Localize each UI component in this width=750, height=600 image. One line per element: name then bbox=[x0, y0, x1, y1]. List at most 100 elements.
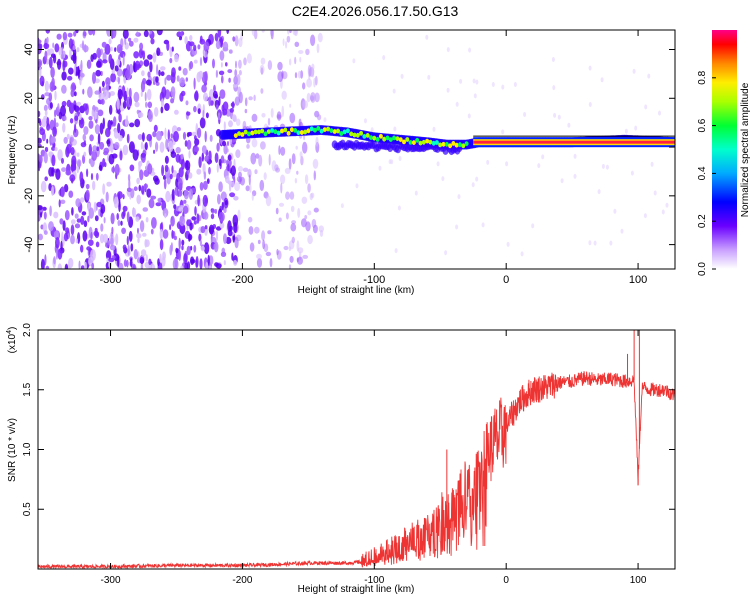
spectrogram-noise-blob bbox=[281, 105, 285, 118]
spectrogram-noise-blob bbox=[134, 101, 140, 108]
spectrogram-noise-blob bbox=[178, 207, 184, 212]
spectrogram-noise-blob bbox=[294, 41, 300, 47]
spectrogram-noise-blob bbox=[158, 69, 161, 77]
spectrogram-noise-blob bbox=[179, 215, 186, 227]
spectrogram-noise-blob bbox=[307, 183, 311, 193]
spectrogram-signal-core bbox=[345, 128, 350, 134]
spectrogram-noise-blob bbox=[180, 153, 184, 160]
spectrogram-noise-blob bbox=[142, 207, 149, 212]
spectrogram-noise-blob bbox=[653, 190, 657, 196]
spectrogram-noise-blob bbox=[189, 35, 193, 41]
spectrogram-noise-blob bbox=[208, 96, 212, 107]
spectrogram-noise-blob bbox=[60, 240, 63, 252]
spectrogram-noise-blob bbox=[38, 233, 43, 241]
spectrogram-noise-blob bbox=[235, 37, 239, 47]
spectrogram-noise-blob bbox=[233, 196, 239, 201]
spectrogram-noise-blob bbox=[246, 144, 250, 149]
spectrogram-noise-blob bbox=[83, 31, 87, 37]
spectrogram-noise-blob bbox=[248, 174, 251, 186]
spectrogram-noise-blob bbox=[92, 30, 96, 36]
spectrogram-noise-blob bbox=[553, 112, 557, 118]
spectrogram-noise-blob bbox=[227, 69, 233, 74]
spectrogram-signal-core bbox=[434, 140, 439, 145]
spectrogram-noise-blob bbox=[650, 161, 654, 167]
spectrogram-noise-blob bbox=[390, 159, 394, 165]
spectrogram-signal-core bbox=[425, 138, 430, 144]
spectrogram-noise-blob bbox=[178, 167, 184, 178]
spectrogram-signal-core bbox=[260, 128, 265, 134]
spectrogram-noise-blob bbox=[212, 58, 215, 69]
spectrogram-noise-blob bbox=[68, 102, 75, 114]
spectrogram-noise-blob bbox=[161, 164, 165, 177]
spectrogram-noise-blob bbox=[105, 127, 111, 138]
snr-ylabel: SNR (10 * v/v) bbox=[7, 418, 18, 482]
spectrogram-noise-blob bbox=[219, 222, 225, 229]
snr-multiplier-exp: 4 bbox=[6, 330, 13, 334]
spectrogram-noise-blob bbox=[471, 182, 475, 188]
spectrogram-noise-blob bbox=[173, 131, 179, 142]
spectrogram-noise-blob bbox=[183, 189, 189, 200]
spectrogram-noise-blob bbox=[169, 57, 173, 64]
spectrogram-noise-blob bbox=[91, 149, 98, 161]
spectrogram-noise-blob bbox=[299, 56, 302, 63]
spectrogram-noise-blob bbox=[302, 100, 309, 109]
spectrogram-noise-blob bbox=[251, 113, 258, 122]
spectrogram-noise-blob bbox=[296, 170, 299, 175]
spectrogram-noise-blob bbox=[198, 156, 202, 168]
spectrogram-signal-core bbox=[296, 130, 301, 136]
spectrogram-noise-blob bbox=[61, 167, 67, 173]
spectrogram-xtick-label: -300 bbox=[100, 274, 122, 286]
spectrogram-noise-blob bbox=[501, 129, 505, 135]
spectrogram-noise-blob bbox=[199, 182, 204, 191]
spectrogram-noise-blob bbox=[455, 101, 459, 107]
spectrogram-noise-blob bbox=[122, 193, 125, 200]
spectrogram-noise-blob bbox=[425, 34, 429, 40]
spectrogram-noise-blob bbox=[102, 183, 106, 195]
spectrogram-noise-blob bbox=[184, 160, 191, 171]
spectrogram-noise-blob bbox=[181, 239, 185, 246]
spectrogram-noise-blob bbox=[45, 30, 51, 34]
spectrogram-noise-blob bbox=[251, 193, 254, 201]
spectrogram-noise-blob bbox=[110, 236, 114, 248]
spectrogram-noise-blob bbox=[89, 134, 94, 142]
spectrogram-noise-blob bbox=[76, 47, 80, 53]
spectrogram-noise-blob bbox=[199, 239, 202, 247]
spectrogram-noise-blob bbox=[285, 40, 288, 49]
spectrogram-noise-blob bbox=[93, 106, 99, 113]
spectrogram-noise-blob bbox=[169, 173, 173, 180]
spectrogram-noise-blob bbox=[531, 223, 535, 229]
spectrogram-noise-blob bbox=[63, 232, 69, 242]
spectrogram-noise-blob bbox=[230, 102, 235, 107]
colorbar-tick-label: 0.0 bbox=[697, 262, 708, 276]
spectrogram-signal-core bbox=[382, 136, 387, 142]
spectrogram-signal-core bbox=[438, 142, 443, 148]
spectrogram-noise-blob bbox=[294, 56, 297, 65]
spectrogram-noise-blob bbox=[59, 218, 64, 225]
spectrogram-noise-blob bbox=[178, 250, 181, 261]
spectrogram-noise-blob bbox=[38, 118, 41, 124]
spectrogram-noise-blob bbox=[137, 237, 140, 244]
spectrogram-noise-blob bbox=[40, 211, 43, 218]
spectrogram-noise-blob bbox=[201, 152, 204, 162]
spectrogram-noise-blob bbox=[288, 158, 292, 170]
spectrogram-noise-blob bbox=[282, 38, 285, 46]
spectrogram-noise-blob bbox=[53, 256, 56, 265]
spectrogram-noise-blob bbox=[217, 194, 221, 205]
spectrogram-noise-blob bbox=[70, 147, 75, 156]
spectrogram-noise-blob bbox=[267, 117, 271, 126]
snr-xlabel: Height of straight line (km) bbox=[298, 584, 415, 595]
spectrogram-noise-blob bbox=[216, 142, 220, 152]
spectrogram-noise-blob bbox=[169, 224, 172, 231]
spectrogram-noise-blob bbox=[120, 220, 123, 226]
spectrogram-noise-blob bbox=[184, 36, 188, 45]
spectrogram-noise-blob bbox=[311, 72, 315, 78]
spectrogram-noise-blob bbox=[205, 112, 209, 119]
spectrogram-noise-blob bbox=[128, 178, 131, 190]
spectrogram-noise-blob bbox=[210, 213, 215, 220]
spectrogram-noise-blob bbox=[51, 167, 55, 177]
spectrogram-noise-blob bbox=[142, 232, 147, 237]
spectrogram-noise-blob bbox=[218, 181, 223, 192]
spectrogram-noise-blob bbox=[64, 210, 70, 221]
spectrogram-signal-core bbox=[309, 126, 314, 132]
spectrogram-noise-blob bbox=[198, 70, 204, 79]
